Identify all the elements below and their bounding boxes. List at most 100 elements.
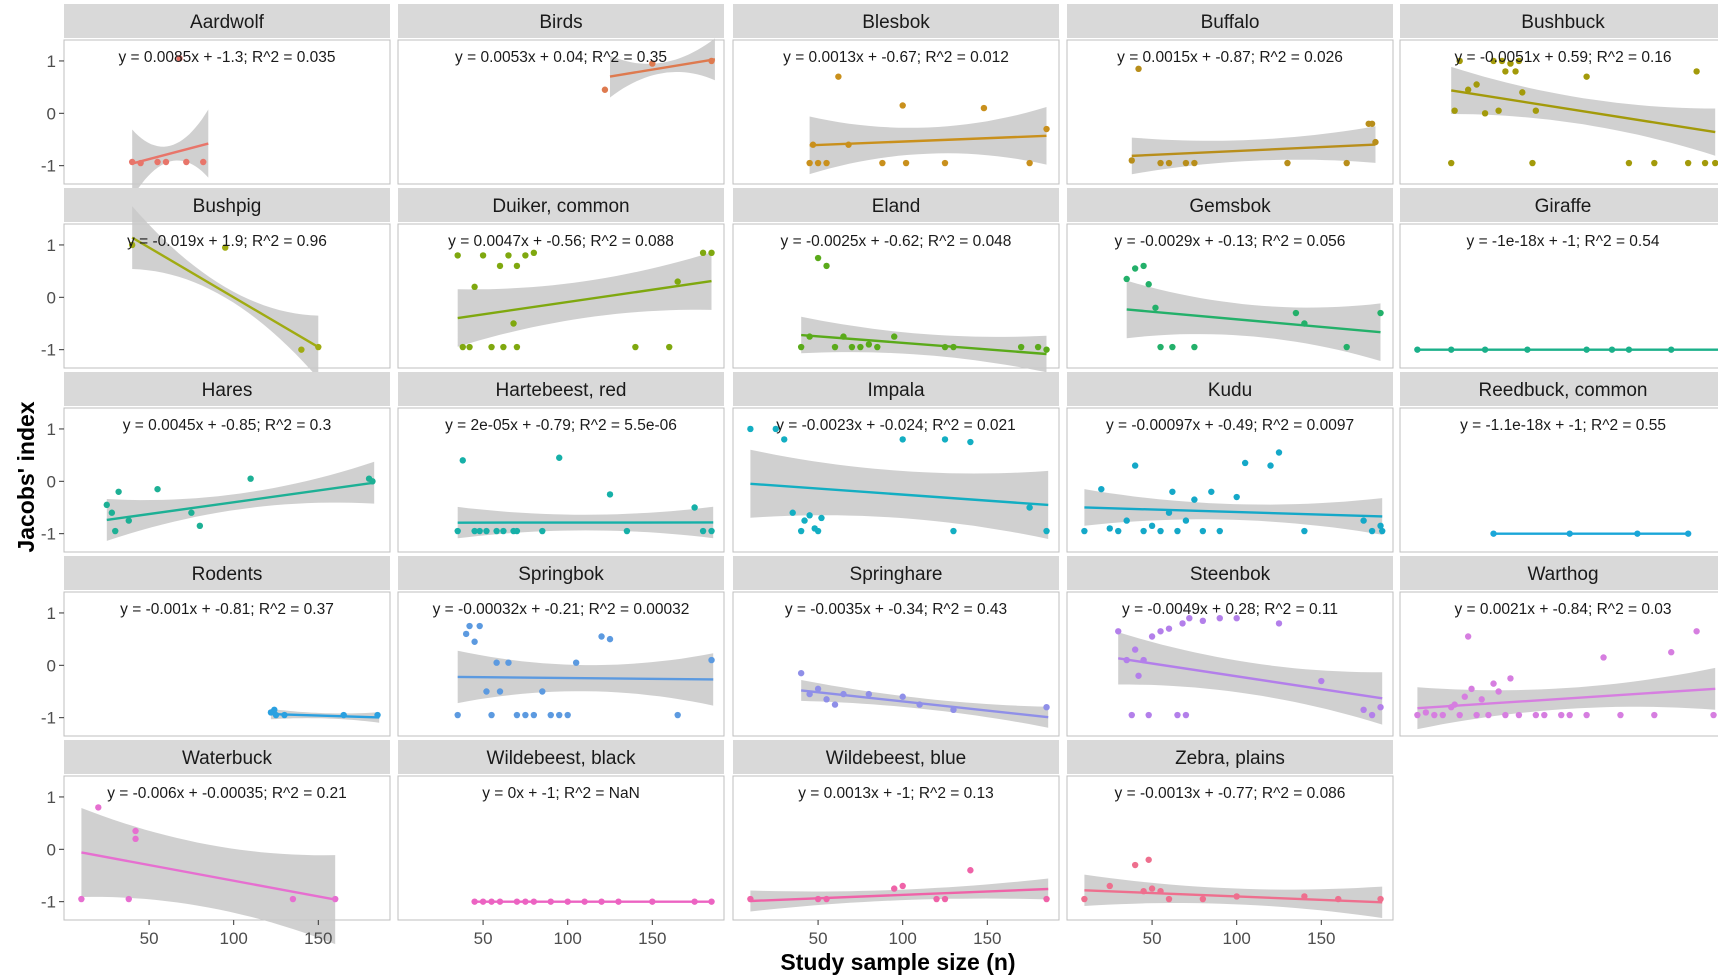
facet-wildebeest-blue: Wildebeest, blue y = 0.0013x + -1; R^2 = … (732, 740, 1060, 921)
data-point (483, 688, 490, 695)
data-point (699, 527, 707, 535)
data-point (1123, 517, 1130, 524)
y-tick-label: 0 (47, 288, 56, 307)
data-point (1148, 885, 1156, 892)
facet-hartebeest-red: Hartebeest, red y = 2e-05x + -0.79; R^2 =… (397, 372, 725, 553)
data-point (674, 711, 681, 719)
data-point (823, 696, 830, 703)
facet-strip (398, 556, 724, 590)
data-point (1668, 649, 1675, 656)
data-point (967, 438, 974, 446)
regression-line (1417, 687, 1716, 710)
data-point (162, 158, 170, 166)
data-point (1115, 628, 1122, 635)
data-point (1157, 628, 1164, 635)
regression-equation: y = 0.0085x + -1.3; R^2 = 0.035 (118, 49, 335, 66)
data-point (1174, 527, 1181, 535)
data-point (488, 898, 495, 905)
facet-strip (398, 740, 724, 774)
data-point (488, 343, 495, 351)
data-point (1157, 343, 1164, 351)
data-point (454, 252, 461, 259)
y-tick-label: -1 (41, 893, 56, 912)
data-point (222, 244, 229, 251)
data-point (1461, 693, 1468, 700)
data-point (916, 701, 923, 708)
data-point (1431, 711, 1438, 719)
facet-label: Wildebeest, blue (826, 748, 966, 769)
facet-zebra-plains: Zebra, plains y = -0.0013x + -0.77; R^2 =… (1066, 740, 1394, 921)
facet-gemsbok: Gemsbok y = -0.0029x + -0.13; R^2 = 0.056 (1066, 188, 1394, 369)
data-point (1106, 525, 1113, 532)
data-point (289, 895, 297, 903)
data-point (112, 527, 119, 535)
data-point (315, 343, 322, 351)
data-point (513, 262, 521, 270)
data-point (115, 488, 122, 495)
data-point (547, 898, 554, 905)
data-point (1566, 530, 1573, 537)
regression-line (457, 675, 714, 681)
facet-strip (398, 4, 724, 38)
data-point (781, 436, 788, 443)
data-point (1145, 281, 1152, 288)
y-tick-label: 0 (47, 840, 56, 859)
facet-label: Warthog (1527, 564, 1598, 585)
y-tick-label: 0 (47, 656, 56, 675)
data-point (1233, 493, 1240, 501)
x-tick-label: 150 (1307, 929, 1335, 948)
facet-strip (733, 740, 1059, 774)
facet-strip (398, 188, 724, 222)
data-point (598, 633, 605, 640)
facet-label: Birds (539, 12, 582, 33)
data-point (1377, 704, 1384, 711)
regression-equation: y = 0.0053x + 0.04; R^2 = 0.35 (455, 49, 667, 66)
data-point (814, 685, 822, 693)
data-point (1233, 893, 1240, 900)
data-point (606, 491, 614, 498)
data-point (1275, 620, 1283, 627)
data-point (891, 885, 898, 892)
facet-bushpig: Bushpig 1 0 -1 y = -0.019x + 1.9; R^2 = 0.96 (41, 188, 391, 379)
data-point (103, 501, 110, 509)
data-point (674, 278, 681, 285)
data-point (1267, 462, 1274, 469)
y-tick-label: -1 (41, 341, 56, 360)
data-point (1456, 57, 1463, 65)
data-point (708, 656, 715, 664)
facet-strip (733, 188, 1059, 222)
facet-strip (64, 188, 390, 222)
data-point (1145, 711, 1152, 719)
facet-birds: Birds y = 0.0053x + 0.04; R^2 = 0.35 (397, 4, 725, 185)
data-point (1182, 711, 1190, 719)
data-point (564, 898, 571, 905)
regression-line (131, 142, 209, 165)
data-point (899, 882, 906, 890)
facet-wildebeest-black: Wildebeest, black y = 0x + -1; R^2 = NaN (397, 740, 725, 921)
data-point (369, 478, 376, 485)
facet-steenbok: Steenbok y = -0.0049x + 0.28; R^2 = 0.11 (1066, 556, 1394, 737)
data-point (1651, 711, 1658, 719)
data-point (340, 711, 347, 719)
data-point (899, 102, 906, 109)
data-point (522, 898, 529, 905)
facet-label: Wildebeest, black (487, 748, 636, 769)
facet-strip (1067, 188, 1393, 222)
facet-panel (1399, 223, 1718, 369)
data-point (1651, 159, 1658, 167)
y-tick-label: 1 (47, 236, 56, 255)
regression-line (750, 887, 1049, 903)
data-point (1157, 159, 1164, 167)
data-point (1135, 672, 1142, 679)
data-point (471, 527, 478, 535)
data-point (1490, 680, 1497, 687)
data-point (1495, 107, 1502, 114)
data-point (691, 898, 698, 905)
data-point (500, 527, 507, 535)
regression-equation: y = -0.0013x + -0.77; R^2 = 0.086 (1115, 785, 1346, 802)
data-point (496, 688, 504, 695)
facet-kudu: Kudu y = -0.00097x + -0.49; R^2 = 0.0097 (1066, 372, 1394, 553)
y-tick-label: -1 (41, 157, 56, 176)
data-point (183, 158, 190, 166)
facet-impala: Impala y = -0.0023x + -0.024; R^2 = 0.021 (732, 372, 1060, 553)
